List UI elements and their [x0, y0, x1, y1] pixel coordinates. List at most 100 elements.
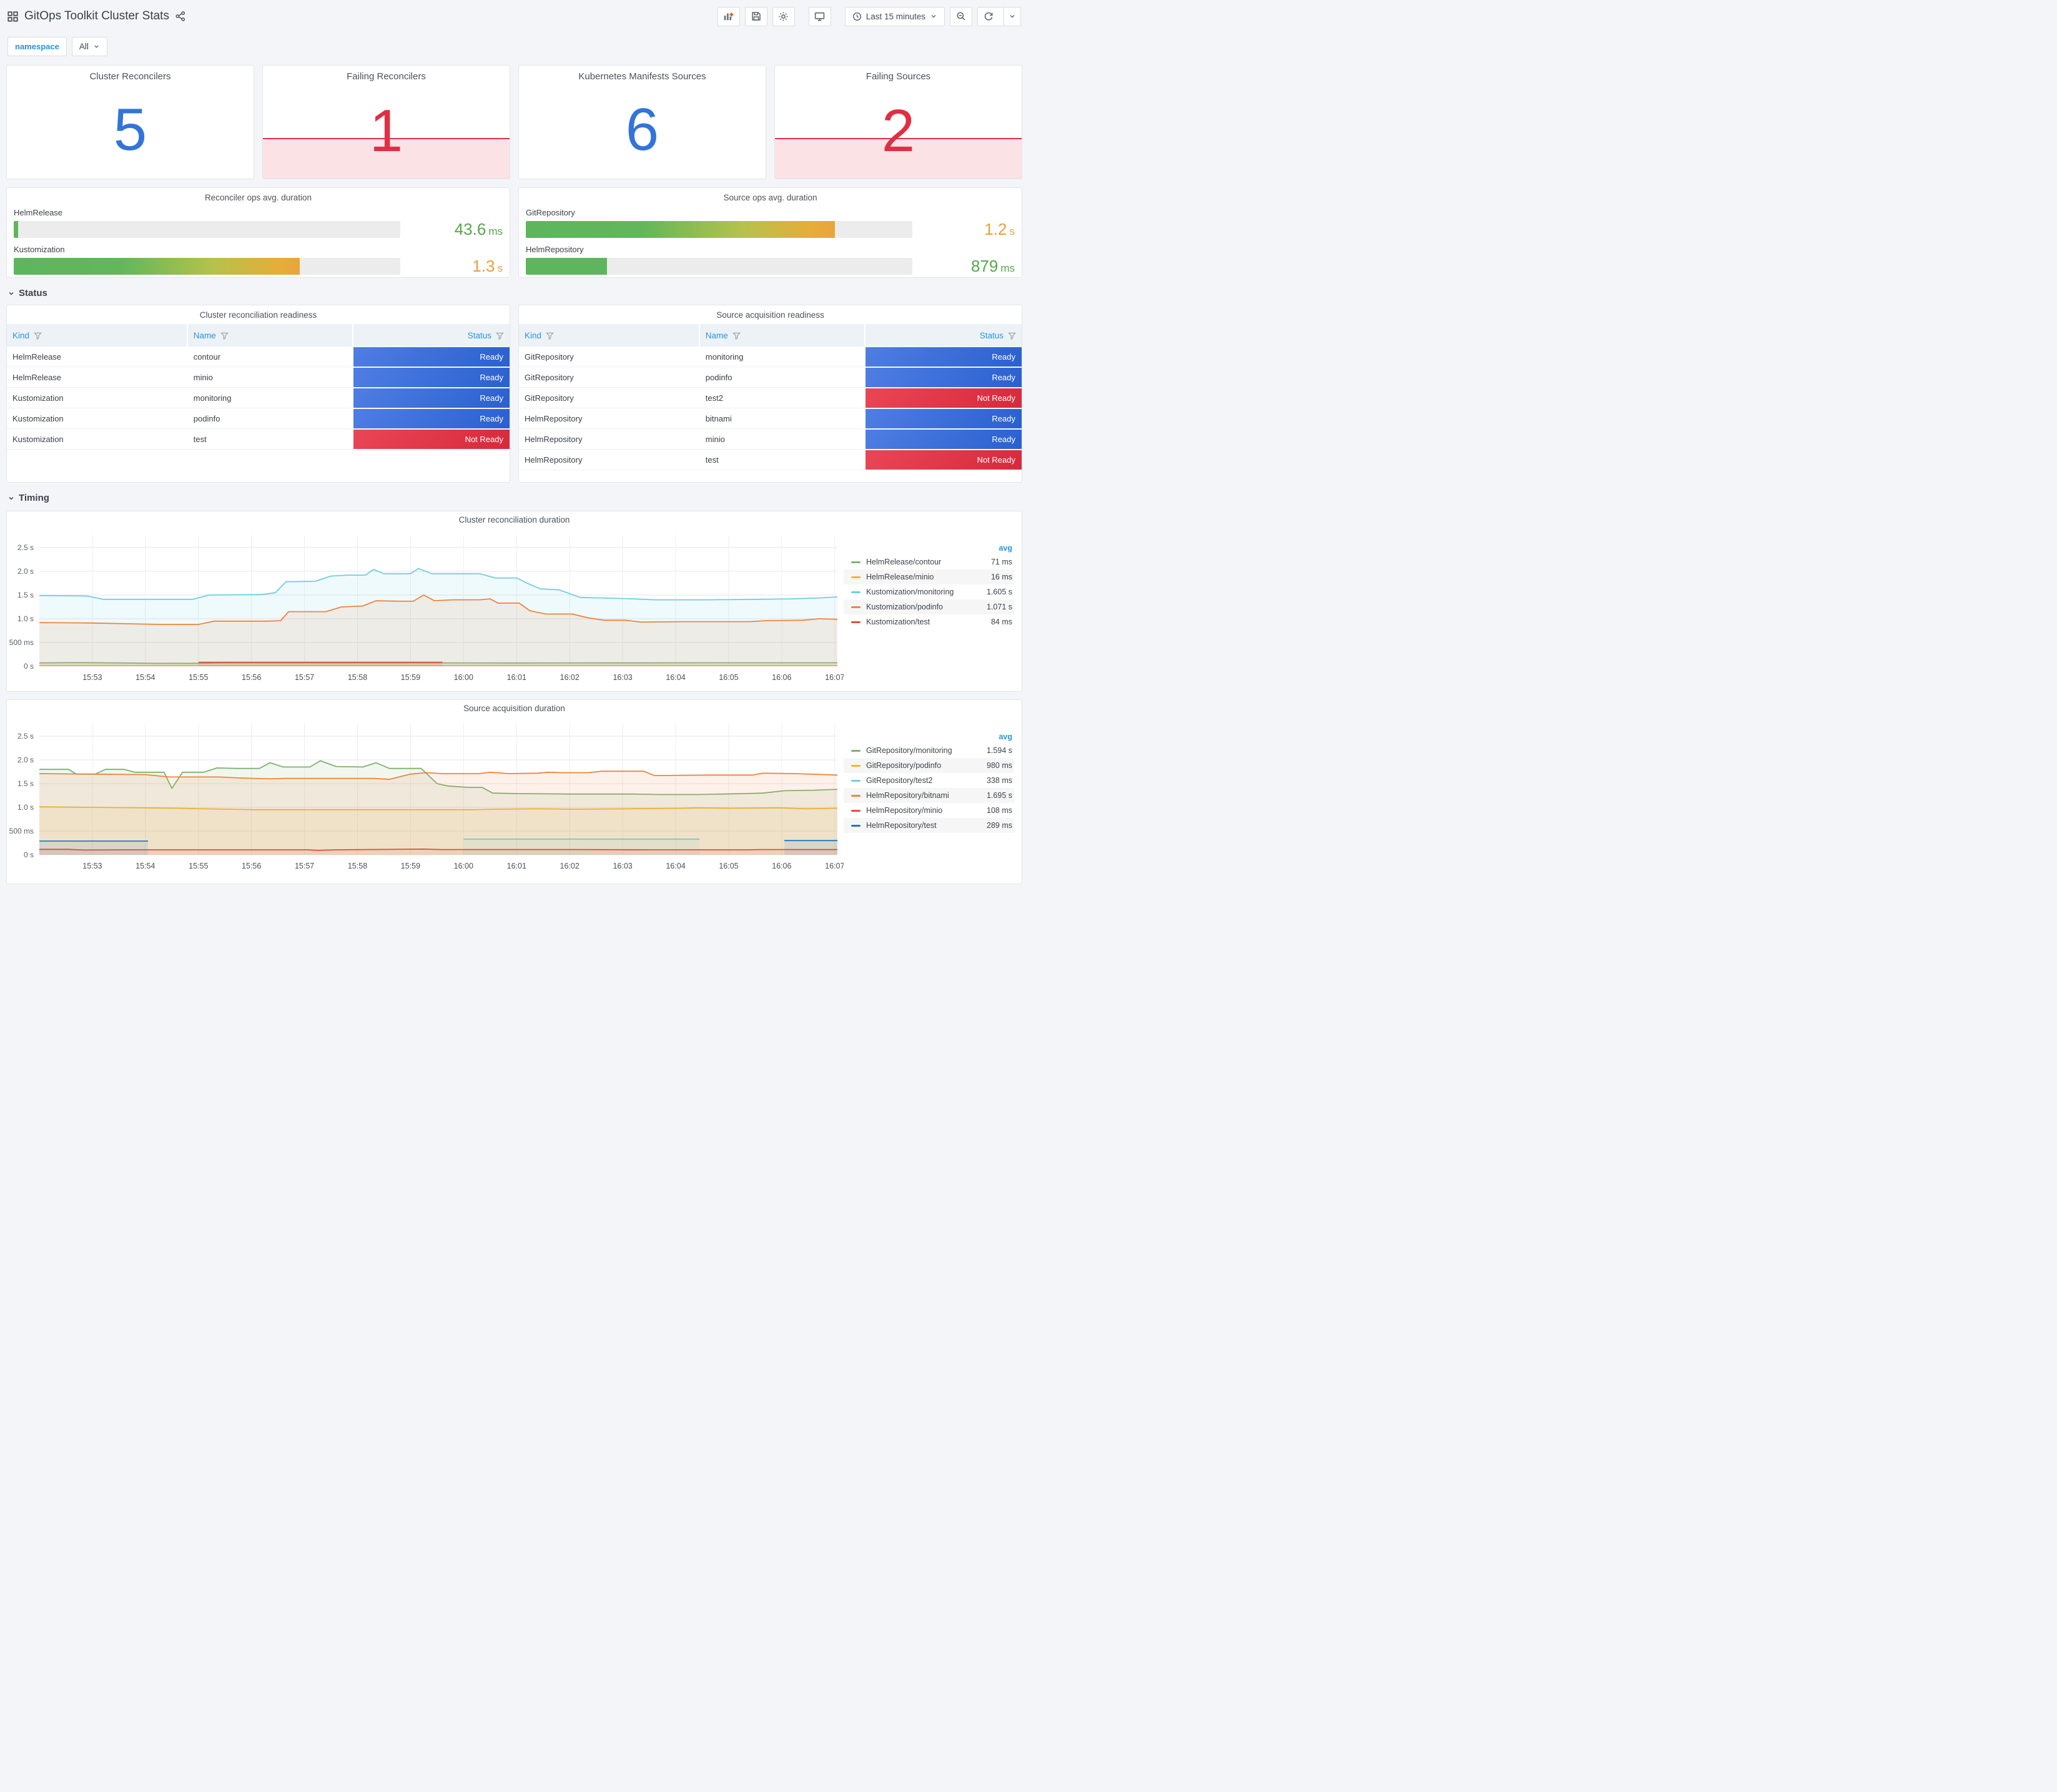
status-badge: Not Ready [866, 388, 1022, 408]
table-row: HelmRepository bitnami Ready [519, 408, 1022, 429]
legend-item[interactable]: Kustomization/test 84 ms [844, 614, 1014, 629]
cell-status: Ready [866, 408, 1022, 428]
filter-icon[interactable] [732, 332, 741, 340]
legend-series-name[interactable]: Kustomization/podinfo [866, 603, 943, 611]
time-series-plot[interactable]: 0 s 500 ms 1.0 s 1.5 s 2.0 s 2.5 s 15:53 15:54 1… [7, 529, 844, 689]
status-badge: Ready [866, 347, 1022, 367]
section-header-timing[interactable]: Timing [7, 493, 1021, 503]
zoom-out-button[interactable] [950, 6, 972, 26]
gauge-bar-track [526, 258, 912, 275]
cell-name: minio [705, 434, 725, 444]
legend-avg-header[interactable]: avg [999, 732, 1012, 741]
refresh-interval-dropdown[interactable] [1004, 7, 1020, 26]
svg-text:15:59: 15:59 [401, 673, 420, 682]
refresh-button-group [977, 6, 1021, 26]
legend-item[interactable]: HelmRelease/minio 16 ms [844, 569, 1014, 584]
legend-series-color [851, 561, 861, 563]
cell-name: podinfo [193, 413, 220, 423]
legend-item[interactable]: GitRepository/podinfo 980 ms [844, 758, 1014, 773]
tv-mode-button[interactable] [808, 6, 831, 26]
save-dashboard-button[interactable] [744, 6, 767, 26]
panel-title[interactable]: Cluster reconciliation duration [458, 515, 570, 524]
cell-name: podinfo [705, 372, 733, 382]
page-title[interactable]: GitOps Toolkit Cluster Stats [24, 9, 169, 22]
column-header-kind[interactable]: Kind [7, 324, 188, 347]
legend-series-name[interactable]: GitRepository/test2 [866, 776, 933, 785]
refresh-button[interactable] [978, 7, 999, 26]
legend-series-name[interactable]: GitRepository/monitoring [866, 746, 952, 755]
status-badge: Ready [353, 388, 510, 408]
chart-panel-cluster-reconciliation: Cluster reconciliation duration 0 s 500 m… [6, 511, 1022, 692]
column-header-kind[interactable]: Kind [519, 324, 700, 347]
panel-title[interactable]: Reconciler ops avg. duration [204, 193, 312, 202]
chevron-down-icon [93, 43, 100, 50]
time-range-picker[interactable]: Last 15 minutes [844, 6, 945, 26]
filter-icon[interactable] [496, 332, 504, 340]
svg-text:15:55: 15:55 [189, 673, 208, 682]
gauge-value: 879 ms [970, 257, 1015, 275]
table-panel: Source acquisition readiness Kind Name Sta… [518, 305, 1022, 483]
filter-icon[interactable] [220, 332, 229, 340]
legend-series-color [851, 794, 861, 797]
panel-title[interactable]: Source ops avg. duration [723, 193, 817, 202]
gauge-value: 43.6 ms [454, 220, 503, 239]
refresh-icon [984, 11, 994, 21]
legend-series-name[interactable]: Kustomization/monitoring [866, 588, 954, 596]
save-icon [751, 11, 761, 21]
panel-title[interactable]: Source acquisition duration [463, 704, 565, 713]
filter-icon[interactable] [34, 332, 42, 340]
column-header-status[interactable]: Status [866, 324, 1022, 347]
share-icon[interactable] [175, 11, 185, 21]
svg-text:16:04: 16:04 [666, 862, 685, 870]
svg-text:16:06: 16:06 [772, 673, 791, 682]
table-panel: Cluster reconciliation readiness Kind Nam… [6, 305, 510, 483]
legend-item[interactable]: HelmRelease/contour 71 ms [844, 554, 1014, 569]
stat-panel-title[interactable]: Failing Sources [866, 71, 931, 82]
svg-text:15:54: 15:54 [136, 862, 155, 870]
legend-series-avg: 71 ms [990, 558, 1012, 566]
legend-item[interactable]: HelmRepository/bitnami 1.695 s [844, 788, 1014, 803]
legend-series-name[interactable]: HelmRelease/minio [866, 573, 934, 581]
column-header-name[interactable]: Name [188, 324, 354, 347]
legend-series-name[interactable]: HelmRepository/bitnami [866, 791, 949, 800]
stat-panel-title[interactable]: Kubernetes Manifests Sources [578, 71, 706, 82]
panel-title[interactable]: Source acquisition readiness [716, 310, 824, 320]
zoom-out-icon [956, 11, 966, 21]
legend-item[interactable]: HelmRepository/test 289 ms [844, 818, 1014, 833]
column-header-name[interactable]: Name [700, 324, 866, 347]
legend-avg-header[interactable]: avg [999, 544, 1012, 553]
cell-status: Not Ready [353, 429, 510, 449]
dashboards-grid-icon[interactable] [7, 11, 18, 22]
svg-text:15:54: 15:54 [136, 673, 155, 682]
legend-item[interactable]: HelmRepository/minio 108 ms [844, 803, 1014, 818]
legend-series-avg: 84 ms [990, 618, 1012, 626]
legend-item[interactable]: Kustomization/podinfo 1.071 s [844, 599, 1014, 614]
legend-series-name[interactable]: HelmRepository/minio [866, 806, 943, 815]
filter-icon[interactable] [1008, 332, 1016, 340]
dashboard-settings-button[interactable] [772, 6, 795, 26]
legend-series-name[interactable]: HelmRepository/test [866, 821, 937, 830]
svg-text:1.5 s: 1.5 s [17, 591, 34, 599]
chevron-down-icon [1009, 12, 1016, 20]
legend-item[interactable]: Kustomization/monitoring 1.605 s [844, 584, 1014, 599]
gear-icon [778, 11, 789, 22]
legend-item[interactable]: GitRepository/monitoring 1.594 s [844, 743, 1014, 758]
legend-item[interactable]: GitRepository/test2 338 ms [844, 773, 1014, 788]
legend-series-name[interactable]: Kustomization/test [866, 618, 930, 626]
add-panel-button[interactable] [717, 6, 740, 26]
filter-icon[interactable] [546, 332, 554, 340]
legend-series-name[interactable]: HelmRelease/contour [866, 558, 942, 566]
variable-value-dropdown[interactable]: All [71, 37, 107, 56]
table-row: Kustomization podinfo Ready [7, 408, 510, 429]
stat-panel-title[interactable]: Cluster Reconcilers [89, 71, 171, 82]
panel-title[interactable]: Cluster reconciliation readiness [199, 310, 317, 320]
section-header-status[interactable]: Status [7, 288, 1021, 298]
svg-text:1.5 s: 1.5 s [17, 779, 34, 788]
legend-series-name[interactable]: GitRepository/podinfo [866, 761, 942, 770]
column-header-status[interactable]: Status [353, 324, 510, 347]
time-series-plot[interactable]: 0 s 500 ms 1.0 s 1.5 s 2.0 s 2.5 s 15:53 15:54 1… [7, 717, 844, 877]
stat-panel-title[interactable]: Failing Reconcilers [347, 71, 426, 82]
cell-name: monitoring [705, 352, 744, 362]
variable-selected-value: All [79, 42, 89, 51]
stats-row: Cluster Reconcilers 5 Failing Reconciler… [6, 65, 1022, 179]
